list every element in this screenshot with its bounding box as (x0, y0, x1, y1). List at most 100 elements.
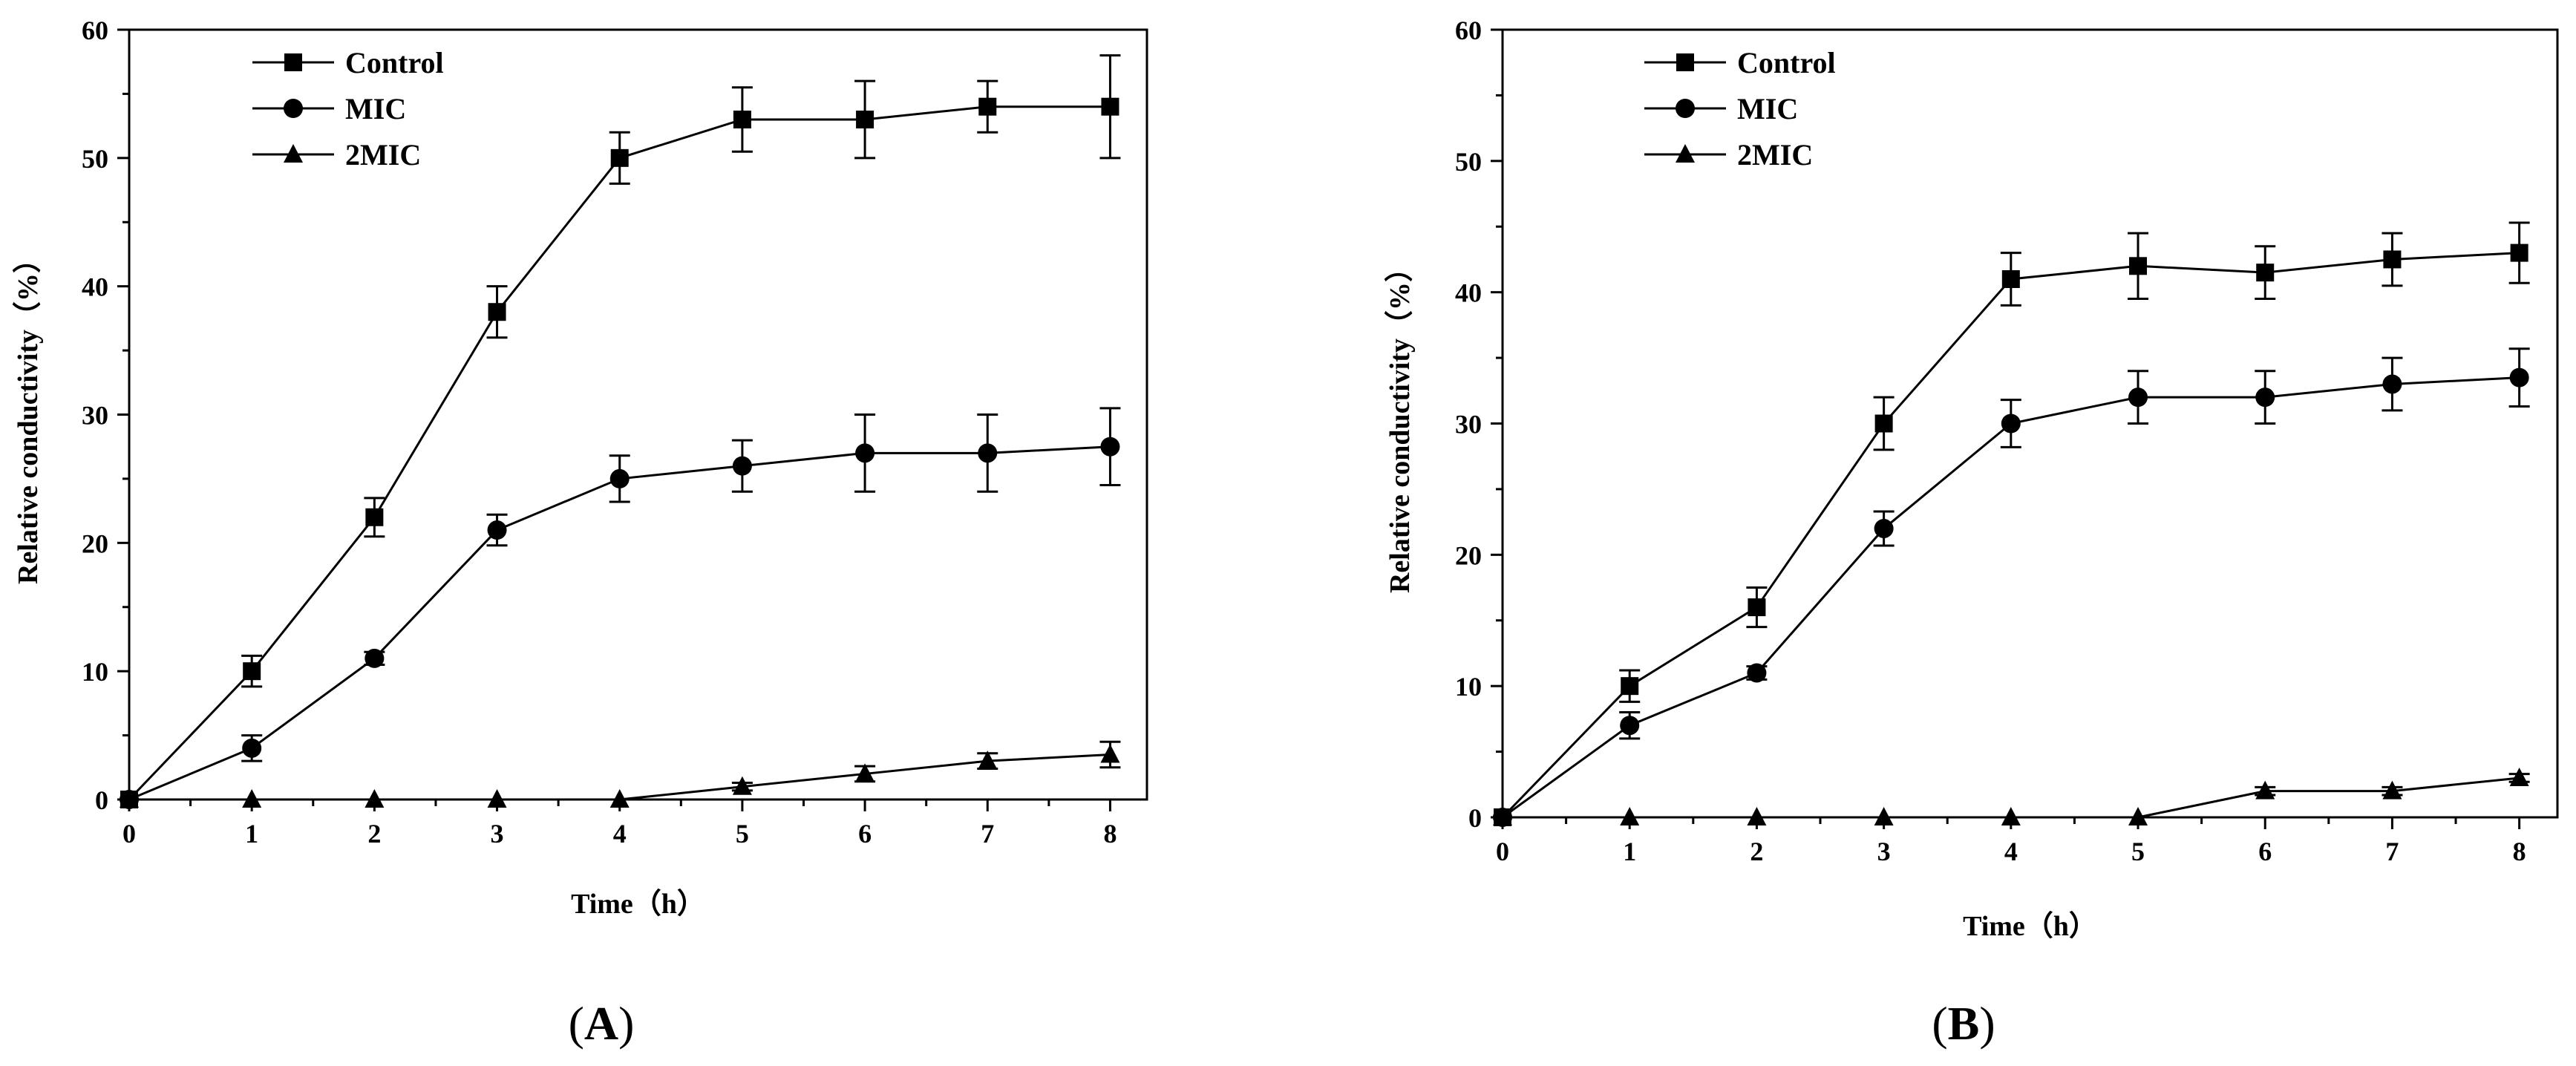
y-axis-title: Relative conductivity（%） (13, 245, 44, 584)
legend-marker (1676, 144, 1695, 163)
data-point (1100, 436, 1120, 457)
data-point (120, 789, 139, 808)
data-point (1100, 744, 1120, 763)
x-tick-label: 0 (122, 819, 136, 848)
panel-label-a: (A) (569, 997, 635, 1050)
y-tick-label: 20 (82, 529, 108, 558)
data-point (1747, 807, 1767, 825)
x-tick-label: 7 (981, 819, 994, 848)
data-point (1620, 807, 1640, 825)
data-point (2382, 780, 2402, 800)
x-tick-label: 5 (2131, 837, 2145, 866)
x-tick-label: 3 (491, 819, 504, 848)
y-tick-label: 10 (82, 657, 108, 687)
series-2mic (1493, 767, 2530, 825)
data-point (2001, 269, 2020, 288)
legend-marker (1676, 99, 1695, 118)
data-point (2255, 780, 2275, 800)
data-point (2509, 767, 2529, 786)
data-point (2383, 250, 2402, 269)
legend-entry-control: Control (252, 46, 444, 79)
legend-marker (284, 144, 303, 163)
data-point (732, 456, 752, 476)
x-tick-label: 4 (613, 819, 627, 848)
series-2mic (120, 740, 1121, 808)
data-point (855, 443, 875, 463)
y-tick-label: 0 (1468, 803, 1482, 833)
data-point (610, 148, 629, 167)
data-point (365, 789, 385, 808)
data-point (487, 789, 507, 808)
legend-label: Control (345, 46, 444, 79)
x-tick-label: 8 (1103, 819, 1117, 848)
data-point (1621, 677, 1639, 696)
data-point (733, 110, 751, 128)
y-tick-label: 50 (1455, 147, 1482, 177)
legend-label: 2MIC (345, 138, 421, 171)
legend-marker (284, 99, 303, 118)
data-point (978, 751, 998, 770)
x-axis-title: Time（h） (1963, 911, 2097, 942)
data-point (609, 468, 630, 488)
data-point (242, 789, 262, 808)
data-point (1748, 598, 1766, 617)
data-point (365, 508, 384, 526)
y-tick-label: 40 (1455, 278, 1482, 308)
data-point (2509, 367, 2529, 388)
x-axis-title: Time（h） (571, 889, 705, 920)
data-point (2382, 374, 2402, 394)
legend-marker (284, 53, 302, 71)
y-axis-title: Relative conductivity（%） (1385, 254, 1416, 593)
data-point (1874, 518, 1894, 538)
data-point (1874, 807, 1894, 825)
x-tick-label: 8 (2513, 837, 2526, 866)
x-tick-label: 0 (1496, 837, 1509, 866)
legend-label: 2MIC (1737, 138, 1813, 171)
data-point (978, 443, 998, 463)
data-point (2255, 388, 2275, 408)
legend-entry-2mic: 2MIC (252, 138, 421, 171)
x-tick-label: 1 (1623, 837, 1636, 866)
x-tick-label: 5 (736, 819, 749, 848)
data-point (1620, 716, 1640, 736)
series-mic (120, 407, 1121, 809)
y-tick-label: 60 (1455, 16, 1482, 45)
x-tick-label: 6 (858, 819, 872, 848)
data-point (855, 763, 875, 782)
legend-marker (1676, 53, 1694, 71)
data-point (2128, 807, 2148, 825)
legend-label: MIC (1737, 92, 1798, 125)
data-point (609, 789, 630, 808)
data-point (2001, 413, 2021, 434)
data-point (1874, 414, 1893, 433)
data-point (2256, 264, 2275, 282)
legend-entry-control: Control (1644, 46, 1836, 79)
data-point (2128, 388, 2148, 408)
data-point (1493, 807, 1512, 825)
x-tick-label: 6 (2258, 837, 2272, 866)
data-point (2510, 243, 2528, 262)
chart-a: 0 1 2 3 4 5 6 7 8 0 10 20 30 40 50 60 Time（h） Relative co… (13, 16, 1148, 920)
data-point (243, 662, 261, 681)
legend-entry-mic: MIC (252, 92, 406, 125)
chart-b: 0 1 2 3 4 5 6 7 8 0 10 20 30 40 50 60 Time（h） Relative co… (1385, 16, 2559, 942)
legend-entry-2mic: 2MIC (1644, 138, 1813, 171)
x-tick-label: 4 (2004, 837, 2018, 866)
legend-label: Control (1737, 46, 1836, 79)
plot-frame (1501, 28, 2559, 819)
y-tick-label: 10 (1455, 672, 1482, 702)
data-point (488, 303, 506, 321)
x-tick-label: 7 (2385, 837, 2399, 866)
y-tick-label: 0 (95, 785, 108, 815)
data-point (1747, 663, 1767, 683)
data-point (487, 520, 507, 540)
series-mic (1493, 347, 2530, 827)
y-tick-label: 20 (1455, 540, 1482, 570)
data-point (732, 776, 752, 795)
data-point (365, 648, 385, 668)
y-tick-label: 30 (1455, 410, 1482, 439)
data-point (978, 97, 997, 116)
y-tick-label: 40 (82, 272, 108, 302)
panel-label-b: (B) (1932, 997, 1995, 1050)
